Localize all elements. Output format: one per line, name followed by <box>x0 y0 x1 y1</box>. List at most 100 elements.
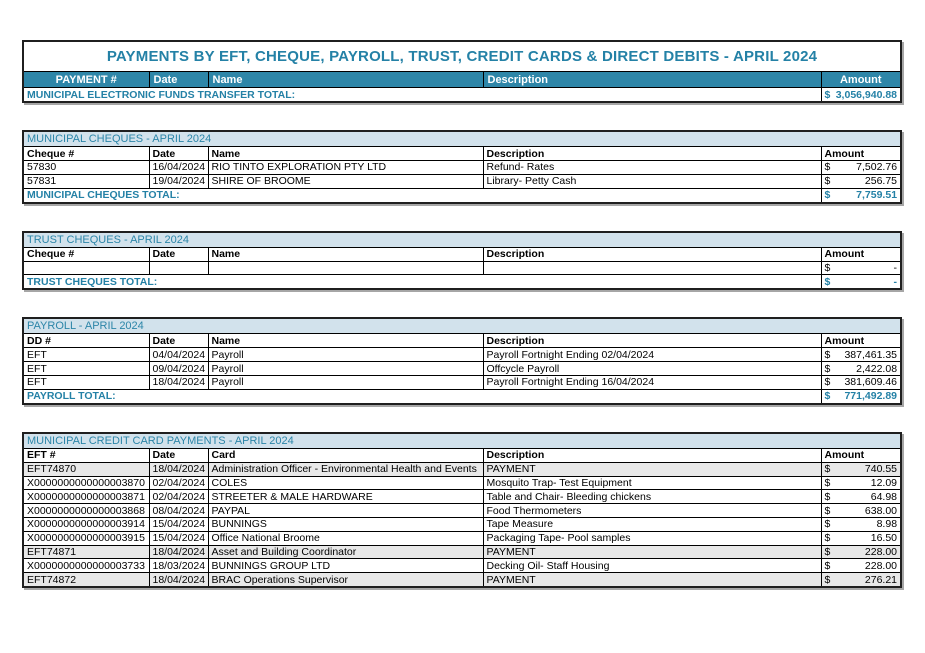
amount-accounting: $771,492.89 <box>825 390 898 402</box>
row-name <box>207 260 484 276</box>
report-title-row: PAYMENTS BY EFT, CHEQUE, PAYROLL, TRUST,… <box>22 40 902 72</box>
section-total-row: TRUST CHEQUES TOTAL: $ - <box>22 274 902 290</box>
section-title-row: PAYROLL - APRIL 2024 <box>22 317 902 335</box>
row-amount: $16.50 <box>820 530 902 546</box>
amount-value: 638.00 <box>864 504 898 517</box>
section-table-1: TRUST CHEQUES - APRIL 2024 Cheque # Date Na… <box>22 230 902 291</box>
row-id: X0000000000000003914 <box>22 516 150 532</box>
table-row: EFT74870 18/04/2024 Administration Officer… <box>22 461 902 477</box>
amount-accounting: $7,759.51 <box>825 189 898 201</box>
currency-symbol: $ <box>824 189 831 202</box>
row-date: 18/04/2024 <box>148 544 209 560</box>
table-row: EFT 09/04/2024 Payroll Offcycle Payroll $2,4… <box>22 361 902 376</box>
table-row: X0000000000000003870 02/04/2024 COLES Mosqu… <box>22 475 902 491</box>
summary-col-date: Date <box>148 71 209 88</box>
currency-symbol: $ <box>824 573 831 586</box>
section-total-label: MUNICIPAL CHEQUES TOTAL: <box>22 187 822 204</box>
row-date: 16/04/2024 <box>148 160 209 175</box>
section-title: TRUST CHEQUES - APRIL 2024 <box>22 231 902 248</box>
row-description: PAYMENT <box>482 544 822 560</box>
eft-summary-table: PAYMENTS BY EFT, CHEQUE, PAYROLL, TRUST,… <box>22 40 903 103</box>
row-description: Refund- Rates <box>482 160 822 175</box>
column-header-card: Card <box>207 447 484 463</box>
column-header-eft: EFT # <box>22 447 150 463</box>
table-row: EFT 04/04/2024 Payroll Payroll Fortnight En… <box>22 347 902 363</box>
column-header-amount: Amount <box>820 246 902 262</box>
section-table-3: MUNICIPAL CREDIT CARD PAYMENTS - APRIL 2… <box>22 431 903 588</box>
row-description <box>482 260 822 276</box>
row-name: PAYPAL <box>207 503 484 518</box>
row-date: 09/04/2024 <box>148 361 209 376</box>
row-date: 19/04/2024 <box>148 173 209 189</box>
amount-value: 387,461.35 <box>844 348 898 361</box>
table-row: $ - <box>22 260 902 276</box>
section-column-header-row: Cheque # Date Name Description Amount <box>22 146 902 161</box>
row-id: 57830 <box>22 160 150 175</box>
column-header-date: Date <box>148 447 209 463</box>
row-id: EFT <box>22 374 150 390</box>
row-amount: $7,502.76 <box>820 160 902 175</box>
row-date <box>148 260 209 276</box>
row-date: 15/04/2024 <box>148 516 209 532</box>
column-header-name: Name <box>207 246 484 262</box>
table-row: 57831 19/04/2024 SHIRE OF BROOME Library- P… <box>22 173 902 189</box>
section-title: MUNICIPAL CHEQUES - APRIL 2024 <box>22 130 902 147</box>
section-title: PAYROLL - APRIL 2024 <box>22 317 902 335</box>
currency-symbol: $ <box>824 476 831 489</box>
currency-symbol: $ <box>824 348 831 361</box>
amount-value: 12.09 <box>870 476 898 489</box>
section-total-amount: $771,492.89 <box>820 388 902 405</box>
amount-accounting: $ - <box>825 276 898 288</box>
row-date: 02/04/2024 <box>148 475 209 491</box>
table-row: X0000000000000003914 15/04/2024 BUNNINGS Ta… <box>22 516 902 532</box>
amount-accounting: $381,609.46 <box>825 376 898 388</box>
row-amount: $12.09 <box>820 475 902 491</box>
document-page: PAYMENTS BY EFT, CHEQUE, PAYROLL, TRUST,… <box>22 40 903 588</box>
section-title-row: MUNICIPAL CHEQUES - APRIL 2024 <box>22 130 902 147</box>
row-date: 18/03/2024 <box>148 558 209 574</box>
currency-symbol: $ <box>824 275 831 288</box>
section-table-2: PAYROLL - APRIL 2024 DD # Date Name Descript… <box>22 317 903 405</box>
eft-total-row: MUNICIPAL ELECTRONIC FUNDS TRANSFER TOTA… <box>22 87 902 103</box>
amount-accounting: $ - <box>825 262 898 274</box>
amount-value: - <box>893 261 898 274</box>
section-column-header-row: Cheque # Date Name Description Amount <box>22 246 902 262</box>
amount-value: 16.50 <box>870 532 898 545</box>
row-date: 04/04/2024 <box>148 347 209 363</box>
row-name: BRAC Operations Supervisor <box>207 572 484 588</box>
row-date: 18/04/2024 <box>148 461 209 477</box>
row-description: Food Thermometers <box>482 503 822 518</box>
row-amount: $8.98 <box>820 516 902 532</box>
section-total-amount: $7,759.51 <box>820 187 902 204</box>
row-amount: $228.00 <box>820 558 902 574</box>
currency-symbol: $ <box>824 532 831 545</box>
amount-value: 2,422.08 <box>856 362 898 375</box>
section-column-header-row: EFT # Date Card Description Amount <box>22 447 902 463</box>
table-row: 57830 16/04/2024 RIO TINTO EXPLORATION PTY… <box>22 160 902 175</box>
row-description: Tape Measure <box>482 516 822 532</box>
row-description: PAYMENT <box>482 461 822 477</box>
row-name: SHIRE OF BROOME <box>207 173 484 189</box>
amount-accounting: $16.50 <box>825 532 898 544</box>
currency-symbol: $ <box>824 88 831 101</box>
row-description: Offcycle Payroll <box>482 361 822 376</box>
amount-accounting: $387,461.35 <box>825 349 898 361</box>
section-column-header-row: DD # Date Name Description Amount <box>22 333 902 349</box>
column-header-date: Date <box>148 146 209 161</box>
amount-value: 8.98 <box>876 518 898 531</box>
column-header-name: Name <box>207 333 484 349</box>
amount-value: 256.75 <box>864 175 898 188</box>
row-description: Library- Petty Cash <box>482 173 822 189</box>
table-row: EFT74871 18/04/2024 Asset and Building Coo… <box>22 544 902 560</box>
row-amount: $ - <box>820 260 902 276</box>
row-id: EFT74870 <box>22 461 150 477</box>
summary-col-description: Description <box>482 71 822 88</box>
row-amount: $387,461.35 <box>820 347 902 363</box>
row-id: EFT <box>22 361 150 376</box>
amount-value: 228.00 <box>864 559 898 572</box>
row-id: X0000000000000003871 <box>22 489 150 505</box>
row-name: Administration Officer - Environmental H… <box>207 461 484 477</box>
amount-accounting: $12.09 <box>825 477 898 489</box>
column-header-name: Name <box>207 146 484 161</box>
amount-value: 276.21 <box>864 573 898 586</box>
